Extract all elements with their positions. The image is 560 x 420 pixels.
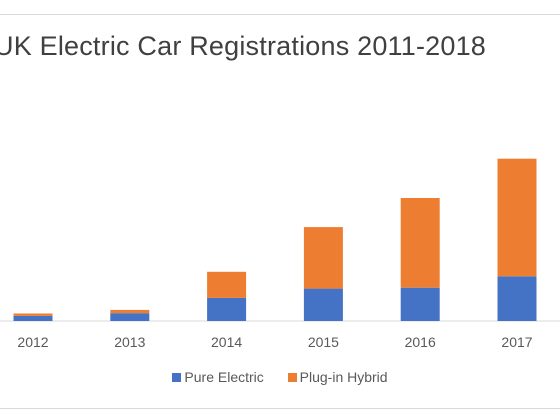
bar-2014-plug-in-hybrid — [207, 271, 247, 298]
x-tick-label: 2016 — [405, 334, 436, 350]
bar-2012-plug-in-hybrid — [13, 313, 53, 316]
legend-item-plug-in-hybrid: Plug-in Hybrid — [287, 369, 388, 385]
frame-bottom-border — [0, 408, 560, 409]
bar-2013-plug-in-hybrid — [110, 309, 150, 314]
bar-2015-plug-in-hybrid — [303, 227, 343, 289]
chart-title: UK Electric Car Registrations 2011-2018 — [0, 31, 487, 61]
x-tick-label: 2014 — [211, 334, 242, 350]
legend-item-pure-electric: Pure Electric — [172, 369, 264, 385]
legend-swatch-plug-in-hybrid — [287, 373, 297, 382]
bar-2017-plug-in-hybrid — [497, 158, 537, 277]
bar-2017-pure-electric — [497, 276, 537, 321]
bar-group — [13, 158, 537, 321]
legend: Pure Electric Plug-in Hybrid — [0, 369, 560, 385]
frame-top-border — [0, 14, 560, 15]
legend-swatch-pure-electric — [172, 373, 182, 382]
bar-2014-pure-electric — [207, 297, 247, 321]
x-tick-label: 2013 — [114, 334, 145, 350]
x-tick-label: 2015 — [308, 334, 339, 350]
legend-label-plug-in-hybrid: Plug-in Hybrid — [299, 369, 388, 385]
x-tick-labels: 2012 2013 2014 2015 2016 2017 — [17, 334, 532, 350]
bar-2015-pure-electric — [303, 288, 343, 321]
bar-2016-plug-in-hybrid — [400, 198, 440, 288]
x-tick-label: 2012 — [17, 334, 48, 350]
legend-label-pure-electric: Pure Electric — [184, 369, 264, 385]
bar-2016-pure-electric — [400, 287, 440, 321]
bar-2012-pure-electric — [13, 315, 53, 321]
x-tick-label: 2017 — [501, 334, 532, 350]
bar-2013-pure-electric — [110, 313, 150, 321]
